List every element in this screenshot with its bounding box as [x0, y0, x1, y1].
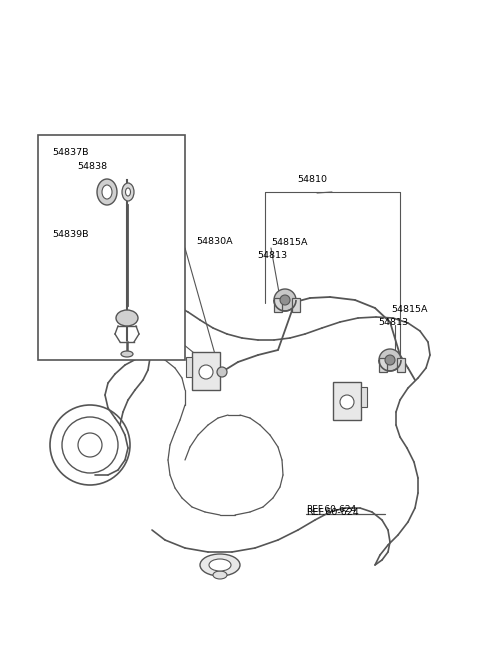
Circle shape — [217, 367, 227, 377]
Circle shape — [385, 355, 395, 365]
Bar — [186, 357, 192, 377]
Circle shape — [340, 395, 354, 409]
Bar — [38, 135, 185, 360]
Text: 54830A: 54830A — [196, 237, 233, 246]
Circle shape — [199, 365, 213, 379]
Ellipse shape — [209, 559, 231, 571]
Ellipse shape — [102, 185, 112, 199]
Bar — [274, 298, 282, 312]
Circle shape — [379, 349, 401, 371]
Ellipse shape — [200, 554, 240, 576]
Ellipse shape — [97, 179, 117, 205]
Bar — [397, 358, 405, 372]
Text: 54815A: 54815A — [271, 238, 308, 247]
Text: 54813: 54813 — [257, 251, 287, 260]
Text: 54810: 54810 — [297, 175, 327, 184]
Text: REF.60-624: REF.60-624 — [306, 505, 356, 514]
Ellipse shape — [121, 351, 133, 357]
Bar — [192, 352, 220, 390]
Text: 54815A: 54815A — [391, 305, 428, 314]
Bar — [292, 298, 300, 312]
Bar — [361, 387, 367, 407]
Ellipse shape — [213, 571, 227, 579]
Text: 54838: 54838 — [77, 162, 107, 171]
Ellipse shape — [125, 188, 131, 196]
Circle shape — [274, 289, 296, 311]
Ellipse shape — [122, 183, 134, 201]
Bar — [379, 358, 387, 372]
Text: 54837B: 54837B — [52, 148, 88, 157]
Text: 54839B: 54839B — [52, 230, 88, 239]
Text: REF.60-624: REF.60-624 — [306, 508, 359, 517]
Text: 54813: 54813 — [378, 318, 408, 327]
Bar — [333, 382, 361, 420]
Circle shape — [280, 295, 290, 305]
Ellipse shape — [116, 310, 138, 326]
